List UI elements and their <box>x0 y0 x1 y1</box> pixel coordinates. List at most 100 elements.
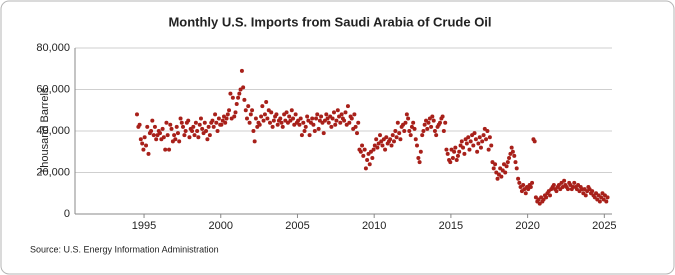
data-point <box>329 124 334 129</box>
data-point <box>274 112 279 117</box>
data-point <box>408 133 413 138</box>
data-point <box>168 122 173 127</box>
data-point <box>430 114 435 119</box>
data-point <box>324 112 329 117</box>
source-note: Source: U.S. Energy Information Administ… <box>30 244 219 254</box>
data-point <box>503 170 508 175</box>
data-point <box>190 129 195 133</box>
data-point <box>438 120 443 125</box>
data-point <box>312 129 317 133</box>
data-point <box>472 131 477 136</box>
data-point <box>204 129 209 133</box>
data-point <box>416 155 421 160</box>
data-point <box>187 135 192 140</box>
data-point <box>224 116 229 121</box>
data-point <box>316 126 321 131</box>
data-point <box>299 133 304 138</box>
data-point <box>523 191 528 196</box>
data-point <box>461 145 466 150</box>
data-point <box>311 122 316 127</box>
data-point <box>528 185 533 190</box>
data-point <box>261 118 266 123</box>
x-tick-label: 2000 <box>209 220 233 232</box>
data-point <box>493 162 498 167</box>
data-point <box>509 145 514 150</box>
data-point <box>513 160 518 165</box>
data-point <box>554 189 559 194</box>
data-point <box>175 131 180 136</box>
data-point <box>319 114 324 119</box>
data-point <box>216 116 221 121</box>
data-point <box>333 122 338 127</box>
data-point <box>521 182 526 187</box>
data-point <box>374 137 379 142</box>
data-point <box>426 120 431 125</box>
data-point <box>397 131 402 136</box>
data-point <box>455 153 460 158</box>
data-point <box>551 182 556 187</box>
data-point <box>504 164 509 169</box>
data-point <box>464 141 469 146</box>
data-point <box>236 95 241 100</box>
data-point <box>404 112 409 117</box>
data-point <box>150 118 155 123</box>
data-point <box>157 131 162 136</box>
data-point <box>476 141 481 146</box>
data-point <box>151 133 156 138</box>
data-point <box>141 147 146 152</box>
data-point <box>178 116 183 121</box>
data-point <box>342 118 347 123</box>
data-point <box>371 147 376 152</box>
data-point <box>225 112 230 117</box>
data-point <box>358 149 363 154</box>
data-point <box>454 158 459 163</box>
data-point <box>192 133 197 138</box>
data-point <box>495 176 500 181</box>
data-point <box>293 112 298 117</box>
data-point <box>152 124 157 129</box>
data-point <box>562 178 567 183</box>
data-point <box>398 137 403 142</box>
data-point <box>193 120 198 125</box>
data-point <box>444 147 449 152</box>
data-point <box>507 155 512 160</box>
data-point <box>230 95 235 100</box>
data-point <box>360 143 365 148</box>
data-point <box>259 114 264 119</box>
data-point <box>198 116 203 121</box>
data-point <box>177 139 182 144</box>
data-point <box>297 122 302 127</box>
data-point <box>163 147 168 152</box>
data-point <box>389 143 394 148</box>
data-point <box>453 145 458 150</box>
data-point <box>252 139 257 144</box>
x-tick-label: 2015 <box>439 220 463 232</box>
data-point <box>181 124 186 129</box>
data-point <box>213 112 218 117</box>
data-point <box>307 133 312 138</box>
data-point <box>298 116 303 121</box>
data-point <box>378 133 383 138</box>
data-point <box>370 155 375 160</box>
data-point <box>214 120 219 125</box>
data-point <box>264 99 269 104</box>
data-point <box>269 110 274 115</box>
data-point <box>380 143 385 148</box>
data-point <box>270 124 275 129</box>
data-point <box>403 120 408 125</box>
data-point <box>338 120 343 125</box>
data-point <box>583 193 588 198</box>
data-point <box>206 124 211 129</box>
data-point <box>445 151 450 156</box>
data-point <box>499 174 504 179</box>
data-point <box>349 116 354 121</box>
data-point <box>510 149 515 154</box>
data-point <box>355 131 360 136</box>
data-point <box>326 120 331 125</box>
data-point <box>450 155 455 160</box>
data-point <box>200 126 205 131</box>
data-point <box>191 124 196 129</box>
data-point <box>219 122 224 127</box>
